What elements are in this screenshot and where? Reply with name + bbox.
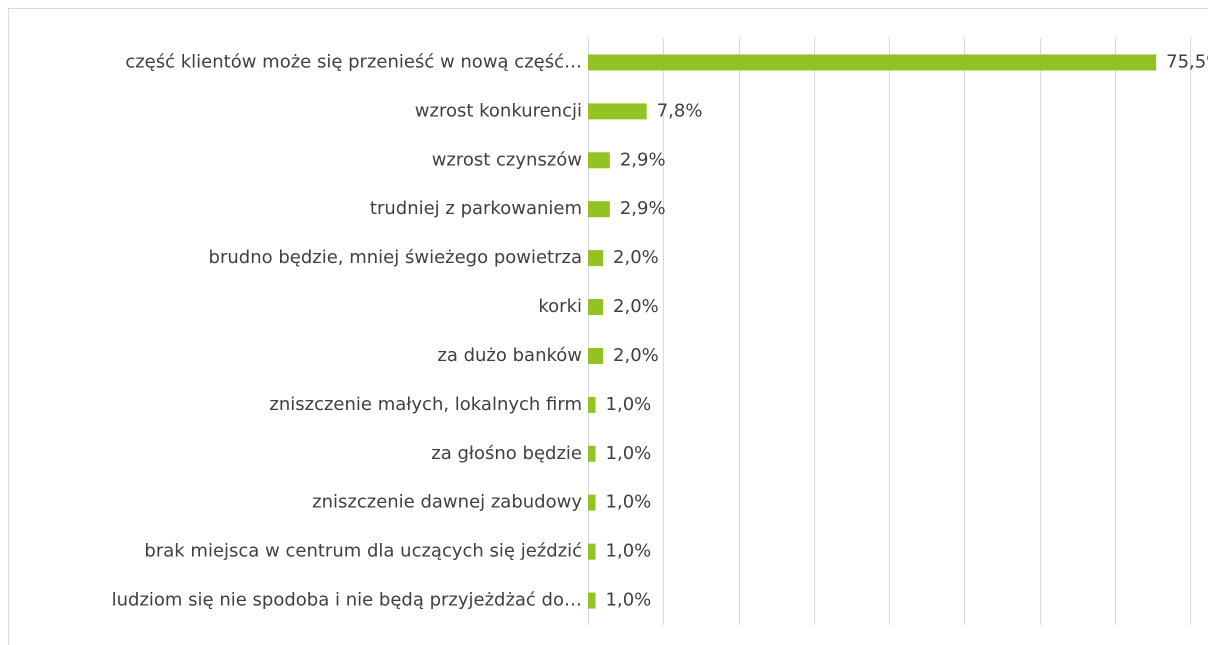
category-label: wzrost konkurencji [415, 100, 582, 121]
bar [588, 347, 604, 364]
data-label: 75,5% [1166, 51, 1208, 72]
bar [588, 445, 596, 462]
bar [588, 494, 596, 511]
category-label: brudno będzie, mniej świeżego powietrza [209, 247, 582, 268]
data-label: 2,9% [620, 198, 666, 219]
bar [588, 299, 604, 316]
data-label: 1,0% [606, 394, 652, 415]
bar [588, 543, 596, 560]
data-label: 7,8% [657, 100, 703, 121]
category-label: zniszczenie dawnej zabudowy [312, 492, 582, 513]
bar [588, 103, 647, 120]
data-label: 1,0% [606, 590, 652, 611]
category-label: korki [538, 296, 582, 317]
bar [588, 54, 1157, 71]
bar [588, 396, 596, 413]
category-label: za dużo banków [437, 345, 582, 366]
data-label: 1,0% [606, 541, 652, 562]
category-label: trudniej z parkowaniem [370, 198, 582, 219]
bar [588, 201, 610, 218]
data-label: 1,0% [606, 492, 652, 513]
chart-border [8, 8, 1208, 645]
data-label: 2,0% [613, 296, 659, 317]
bar [588, 152, 610, 169]
data-label: 2,0% [613, 247, 659, 268]
category-label: zniszczenie małych, lokalnych firm [269, 394, 582, 415]
bar [588, 592, 596, 609]
category-label: wzrost czynszów [432, 149, 582, 170]
data-label: 2,9% [620, 149, 666, 170]
data-label: 2,0% [613, 345, 659, 366]
category-label: część klientów może się przenieść w nową… [125, 51, 582, 72]
category-label: ludziom się nie spodoba i nie będą przyj… [112, 590, 582, 611]
category-label: brak miejsca w centrum dla uczących się … [144, 541, 582, 562]
bar [588, 250, 604, 267]
data-label: 1,0% [606, 443, 652, 464]
category-label: za głośno będzie [431, 443, 582, 464]
